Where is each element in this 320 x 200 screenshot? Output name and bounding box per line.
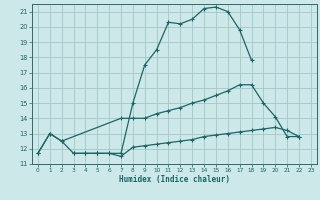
X-axis label: Humidex (Indice chaleur): Humidex (Indice chaleur) <box>119 175 230 184</box>
